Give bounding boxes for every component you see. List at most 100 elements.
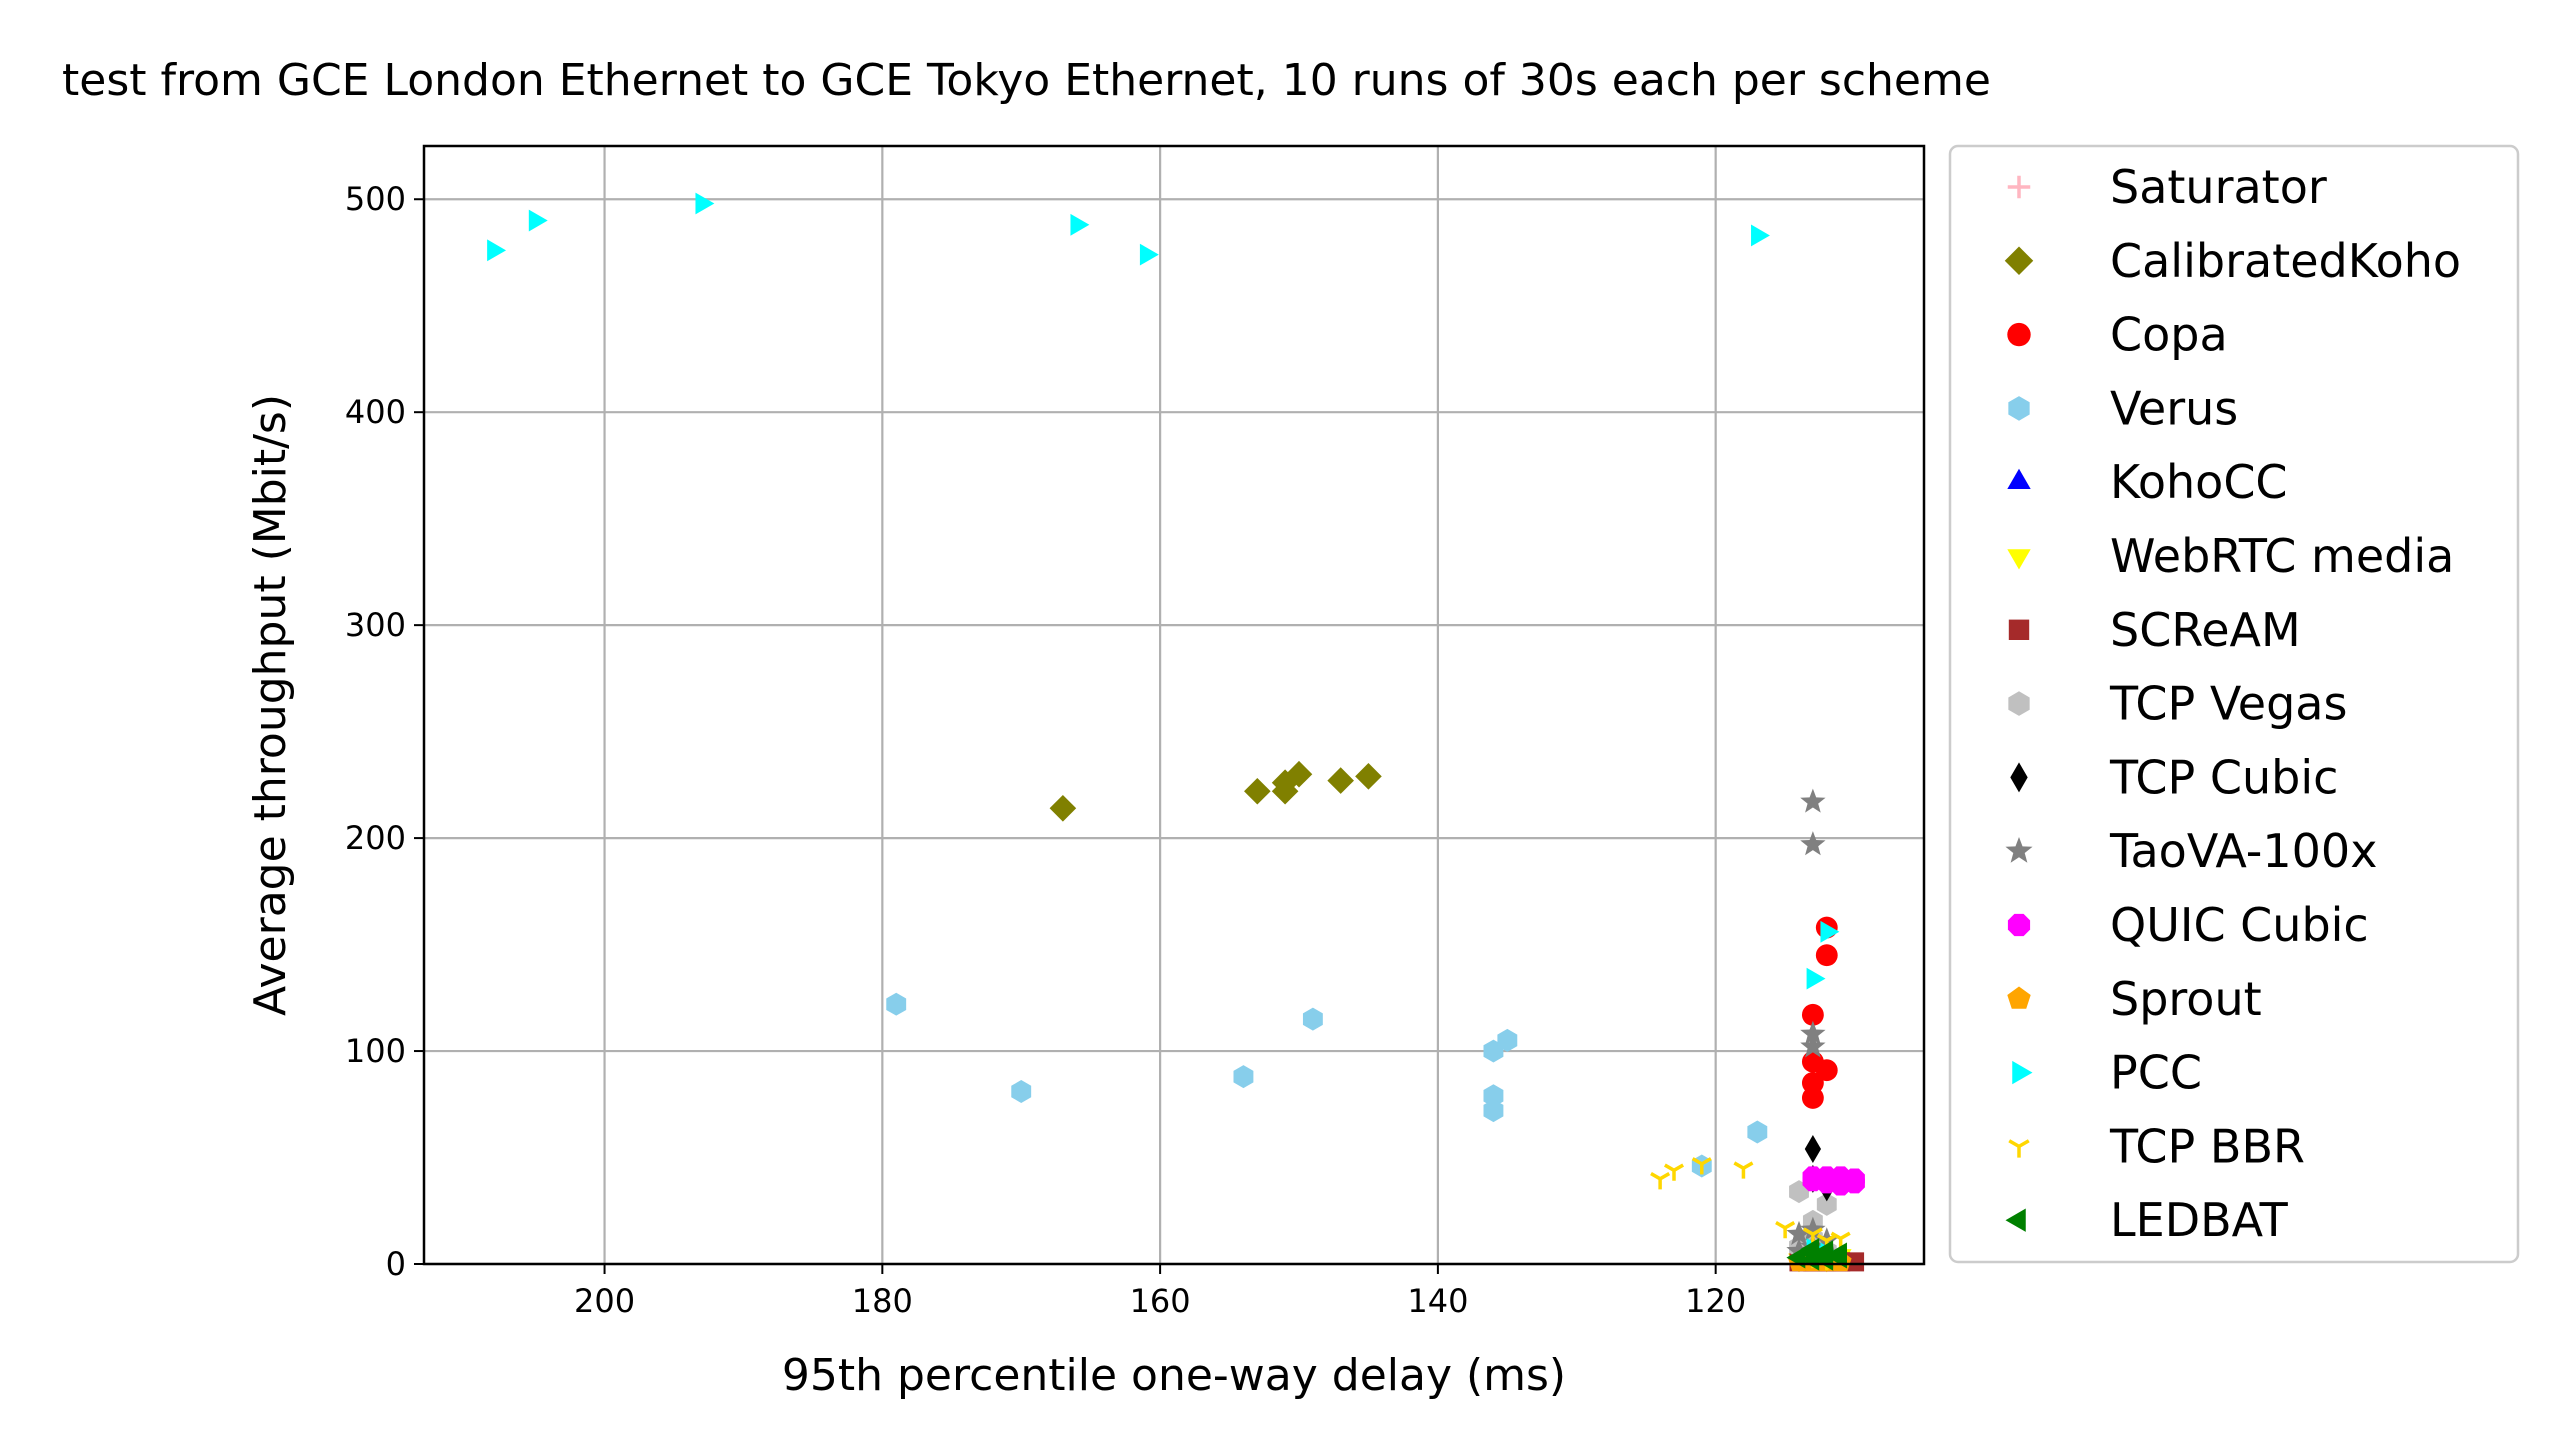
y-tick-label: 300 bbox=[345, 606, 406, 644]
data-point bbox=[1355, 763, 1382, 790]
legend-label: TCP BBR bbox=[2109, 1119, 2305, 1173]
data-point bbox=[1497, 1028, 1518, 1052]
legend-entry: QUIC Cubic bbox=[2007, 898, 2369, 952]
data-point bbox=[1139, 243, 1159, 266]
data-point bbox=[1011, 1080, 1032, 1103]
data-point bbox=[1804, 1135, 1822, 1164]
legend-marker bbox=[2008, 396, 2030, 421]
legend-label: QUIC Cubic bbox=[2110, 898, 2369, 952]
legend-marker bbox=[2007, 986, 2031, 1009]
legend-entry: Saturator bbox=[2007, 160, 2327, 214]
legend-marker bbox=[2008, 691, 2030, 716]
legend-marker bbox=[2007, 549, 2031, 570]
x-tick-label: 160 bbox=[1130, 1282, 1191, 1320]
legend-entry: CalibratedKoho bbox=[2004, 234, 2461, 288]
legend-marker bbox=[2004, 246, 2034, 276]
legend-marker bbox=[2012, 1060, 2033, 1085]
data-point bbox=[1775, 1221, 1796, 1239]
data-point bbox=[1747, 1120, 1768, 1144]
data-point bbox=[1483, 1084, 1504, 1108]
data-point bbox=[1271, 777, 1299, 805]
series-verus bbox=[886, 992, 1768, 1178]
data-point bbox=[695, 192, 715, 215]
data-point bbox=[1806, 967, 1826, 990]
data-point bbox=[1800, 788, 1826, 813]
data-points bbox=[487, 192, 1865, 1273]
y-tick-label: 400 bbox=[345, 393, 406, 431]
data-point bbox=[1244, 777, 1271, 805]
legend-entry: TaoVA-100x bbox=[2005, 824, 2377, 878]
legend-entry: TCP Vegas bbox=[2008, 677, 2347, 731]
legend-marker bbox=[2005, 1208, 2026, 1232]
legend-entry: Verus bbox=[2008, 381, 2238, 435]
legend-label: TCP Vegas bbox=[2109, 677, 2347, 731]
data-point bbox=[1733, 1161, 1754, 1179]
legend-marker bbox=[2007, 468, 2031, 489]
y-tick-label: 500 bbox=[345, 180, 406, 218]
data-point bbox=[1820, 920, 1840, 943]
data-point bbox=[1800, 831, 1826, 856]
legend-label: Sprout bbox=[2110, 972, 2262, 1026]
x-tick-label: 200 bbox=[574, 1282, 635, 1320]
data-point bbox=[1828, 1242, 1847, 1265]
x-tick-label: 140 bbox=[1407, 1282, 1468, 1320]
legend-frame bbox=[1948, 144, 2520, 1264]
legend-entry: TCP BBR bbox=[2008, 1119, 2305, 1173]
data-point bbox=[528, 209, 548, 232]
series-calibratedkoho bbox=[1049, 760, 1382, 822]
data-point bbox=[487, 239, 507, 262]
data-point bbox=[1650, 1172, 1671, 1190]
data-point bbox=[1327, 767, 1354, 794]
x-tick-label: 180 bbox=[852, 1282, 913, 1320]
legend-entry: SCReAM bbox=[2008, 603, 2301, 657]
data-point bbox=[1049, 794, 1077, 822]
legend-entry: TCP Cubic bbox=[2010, 750, 2338, 804]
data-point bbox=[1070, 213, 1090, 236]
data-point bbox=[1751, 224, 1770, 247]
legend-entry: LEDBAT bbox=[2005, 1193, 2289, 1247]
series-quic-cubic bbox=[1802, 1166, 1865, 1196]
data-point bbox=[1285, 760, 1313, 788]
legend: Saturator CalibratedKoho Copa Verus KohoCC We… bbox=[1948, 144, 2520, 1264]
legend-entry: WebRTC media bbox=[2007, 529, 2454, 583]
data-point bbox=[1663, 1163, 1685, 1181]
legend-label: CalibratedKoho bbox=[2110, 234, 2461, 288]
legend-entry: PCC bbox=[2012, 1046, 2202, 1100]
data-point bbox=[1801, 1086, 1824, 1109]
legend-label: WebRTC media bbox=[2110, 529, 2454, 583]
legend-entry: KohoCC bbox=[2007, 455, 2288, 509]
chart-title: test from GCE London Ethernet to GCE Tok… bbox=[62, 55, 1991, 106]
grid bbox=[424, 146, 1924, 1266]
plot-frame bbox=[422, 144, 1926, 1266]
legend-label: SCReAM bbox=[2110, 603, 2301, 657]
legend-entry: Copa bbox=[2007, 308, 2228, 362]
data-point bbox=[1233, 1065, 1254, 1089]
legend-label: Saturator bbox=[2110, 160, 2327, 214]
legend-marker bbox=[2007, 322, 2031, 347]
data-point bbox=[886, 992, 907, 1016]
legend-marker bbox=[2008, 1139, 2030, 1158]
data-point bbox=[1800, 1033, 1826, 1058]
x-tick-label: 120 bbox=[1685, 1282, 1746, 1320]
data-point bbox=[1844, 1172, 1865, 1194]
legend-marker bbox=[2010, 762, 2028, 793]
legend-label: TCP Cubic bbox=[2109, 750, 2338, 804]
data-point bbox=[1802, 1170, 1824, 1192]
data-point bbox=[1801, 1003, 1824, 1026]
legend-label: LEDBAT bbox=[2110, 1193, 2289, 1247]
data-point bbox=[1815, 1059, 1838, 1082]
axis-ticks: 200 180 160 140 120 0 100 200 300 400 500 bbox=[345, 180, 1746, 1320]
data-point bbox=[1786, 1237, 1812, 1262]
series-pcc bbox=[487, 192, 1840, 1265]
legend-label: Copa bbox=[2110, 308, 2228, 362]
legend-marker bbox=[2008, 619, 2030, 640]
y-tick-label: 200 bbox=[345, 819, 406, 857]
data-point bbox=[1816, 1192, 1837, 1216]
legend-entry: Sprout bbox=[2007, 972, 2262, 1026]
data-point bbox=[1800, 1238, 1820, 1261]
legend-label: Verus bbox=[2110, 381, 2238, 435]
legend-marker bbox=[2005, 836, 2033, 863]
legend-label: PCC bbox=[2110, 1046, 2202, 1100]
x-axis-label: 95th percentile one-way delay (ms) bbox=[782, 1350, 1566, 1401]
